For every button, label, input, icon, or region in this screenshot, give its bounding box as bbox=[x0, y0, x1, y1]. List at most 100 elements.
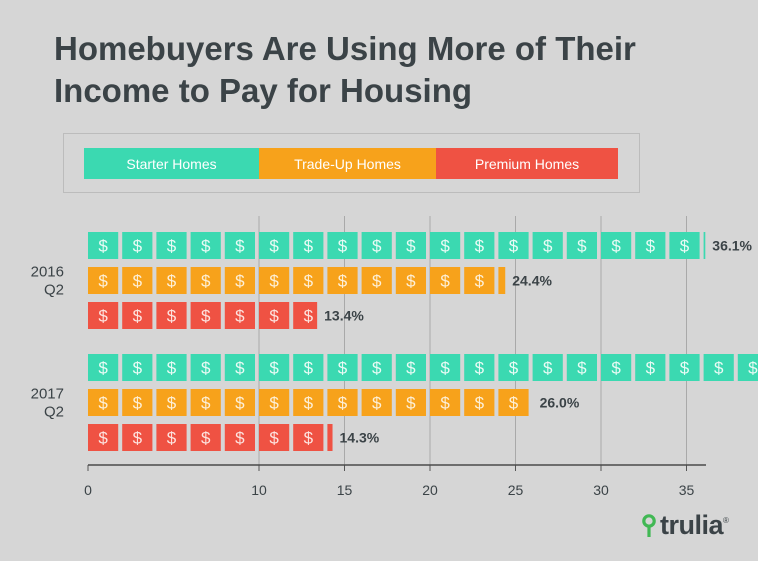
bar-segment bbox=[259, 302, 290, 329]
bar-segment bbox=[88, 267, 119, 294]
bar-segment bbox=[259, 267, 290, 294]
bar-segment bbox=[88, 232, 119, 259]
dollar-icon: $ bbox=[235, 394, 245, 413]
dollar-icon: $ bbox=[509, 359, 519, 378]
category-label-year: 2016 bbox=[31, 264, 64, 281]
x-tick-label: 0 bbox=[84, 482, 92, 498]
legend: Starter Homes Trade-Up Homes Premium Hom… bbox=[63, 133, 640, 193]
bar-segment bbox=[669, 232, 700, 259]
legend-trade-up-homes: Trade-Up Homes bbox=[259, 148, 436, 179]
dollar-icon: $ bbox=[133, 272, 143, 291]
dollar-icon: $ bbox=[98, 307, 108, 326]
bar-segment bbox=[498, 354, 529, 381]
dollar-icon: $ bbox=[133, 429, 143, 448]
dollar-icon: $ bbox=[577, 359, 587, 378]
dollar-icon: $ bbox=[543, 359, 553, 378]
dollar-icon: $ bbox=[611, 237, 621, 256]
bar-segment bbox=[156, 424, 187, 451]
dollar-icon: $ bbox=[167, 429, 177, 448]
bar-segment bbox=[156, 354, 187, 381]
dollar-icon: $ bbox=[98, 429, 108, 448]
bar-segment bbox=[737, 354, 758, 381]
location-pin-icon bbox=[642, 513, 656, 537]
dollar-icon: $ bbox=[646, 359, 656, 378]
dollar-icon: $ bbox=[543, 237, 553, 256]
dollar-icon: $ bbox=[201, 429, 211, 448]
bar-segment bbox=[464, 267, 495, 294]
dollar-icon: $ bbox=[98, 272, 108, 291]
bar-segment bbox=[156, 389, 187, 416]
dollar-icon: $ bbox=[269, 394, 279, 413]
bar-segment bbox=[122, 389, 153, 416]
dollar-icon: $ bbox=[304, 359, 314, 378]
dollar-icon: $ bbox=[577, 237, 587, 256]
dollar-icon: $ bbox=[235, 429, 245, 448]
bar-segment bbox=[259, 354, 290, 381]
bar-segment bbox=[464, 354, 495, 381]
dollar-icon: $ bbox=[475, 394, 485, 413]
bar-segment bbox=[327, 389, 358, 416]
data-label: 36.1% bbox=[712, 238, 752, 254]
bar-segment bbox=[703, 354, 734, 381]
category-label-year: 2017 bbox=[31, 386, 64, 403]
bar-segment bbox=[361, 267, 392, 294]
bar-segment bbox=[430, 232, 461, 259]
bar-segment bbox=[88, 302, 119, 329]
dollar-icon: $ bbox=[372, 272, 382, 291]
dollar-icon: $ bbox=[680, 237, 690, 256]
bar-segment bbox=[327, 354, 358, 381]
dollar-icon: $ bbox=[269, 359, 279, 378]
bar-segment bbox=[293, 354, 324, 381]
bar-segment bbox=[224, 267, 255, 294]
dollar-icon: $ bbox=[133, 359, 143, 378]
dollar-icon: $ bbox=[269, 429, 279, 448]
bar-segment bbox=[327, 232, 358, 259]
dollar-icon: $ bbox=[269, 272, 279, 291]
bar-segment bbox=[395, 389, 426, 416]
dollar-icon: $ bbox=[475, 272, 485, 291]
bar-segment bbox=[122, 424, 153, 451]
data-label: 26.0% bbox=[540, 395, 580, 411]
dollar-icon: $ bbox=[372, 237, 382, 256]
bar-segment bbox=[361, 232, 392, 259]
bar-segment bbox=[224, 424, 255, 451]
bar-segment bbox=[430, 389, 461, 416]
bar-segment bbox=[224, 354, 255, 381]
bar-segment bbox=[669, 354, 700, 381]
bar-segment bbox=[293, 389, 324, 416]
dollar-icon: $ bbox=[98, 237, 108, 256]
dollar-icon: $ bbox=[338, 272, 348, 291]
dollar-icon: $ bbox=[372, 394, 382, 413]
dollar-icon: $ bbox=[646, 237, 656, 256]
bar-segment bbox=[190, 302, 221, 329]
bar-segment bbox=[395, 267, 426, 294]
bar-segment bbox=[395, 354, 426, 381]
chart-title: Homebuyers Are Using More of Their Incom… bbox=[54, 30, 636, 109]
x-tick-label: 30 bbox=[593, 482, 609, 498]
bar-segment bbox=[464, 232, 495, 259]
bar-segment bbox=[259, 389, 290, 416]
bar-segment bbox=[156, 232, 187, 259]
dollar-icon: $ bbox=[680, 359, 690, 378]
bar-segment bbox=[464, 389, 495, 416]
bar-segment bbox=[259, 232, 290, 259]
bar-segment bbox=[498, 389, 529, 416]
bar-segment bbox=[190, 354, 221, 381]
bar-segment bbox=[601, 232, 632, 259]
dollar-icon: $ bbox=[509, 237, 519, 256]
dollar-icon: $ bbox=[167, 237, 177, 256]
x-tick-label: 25 bbox=[508, 482, 524, 498]
dollar-icon: $ bbox=[98, 394, 108, 413]
dollar-icon: $ bbox=[235, 272, 245, 291]
dollar-icon: $ bbox=[304, 237, 314, 256]
bar-segment bbox=[293, 267, 324, 294]
dollar-icon: $ bbox=[98, 359, 108, 378]
dollar-icon: $ bbox=[406, 394, 416, 413]
bar-segment bbox=[327, 267, 358, 294]
bar-segment bbox=[361, 354, 392, 381]
bar-segment bbox=[566, 354, 597, 381]
category-label-quarter: Q2 bbox=[44, 282, 64, 299]
x-tick-label: 10 bbox=[251, 482, 267, 498]
bar-segment bbox=[190, 424, 221, 451]
bar-segment bbox=[259, 424, 290, 451]
